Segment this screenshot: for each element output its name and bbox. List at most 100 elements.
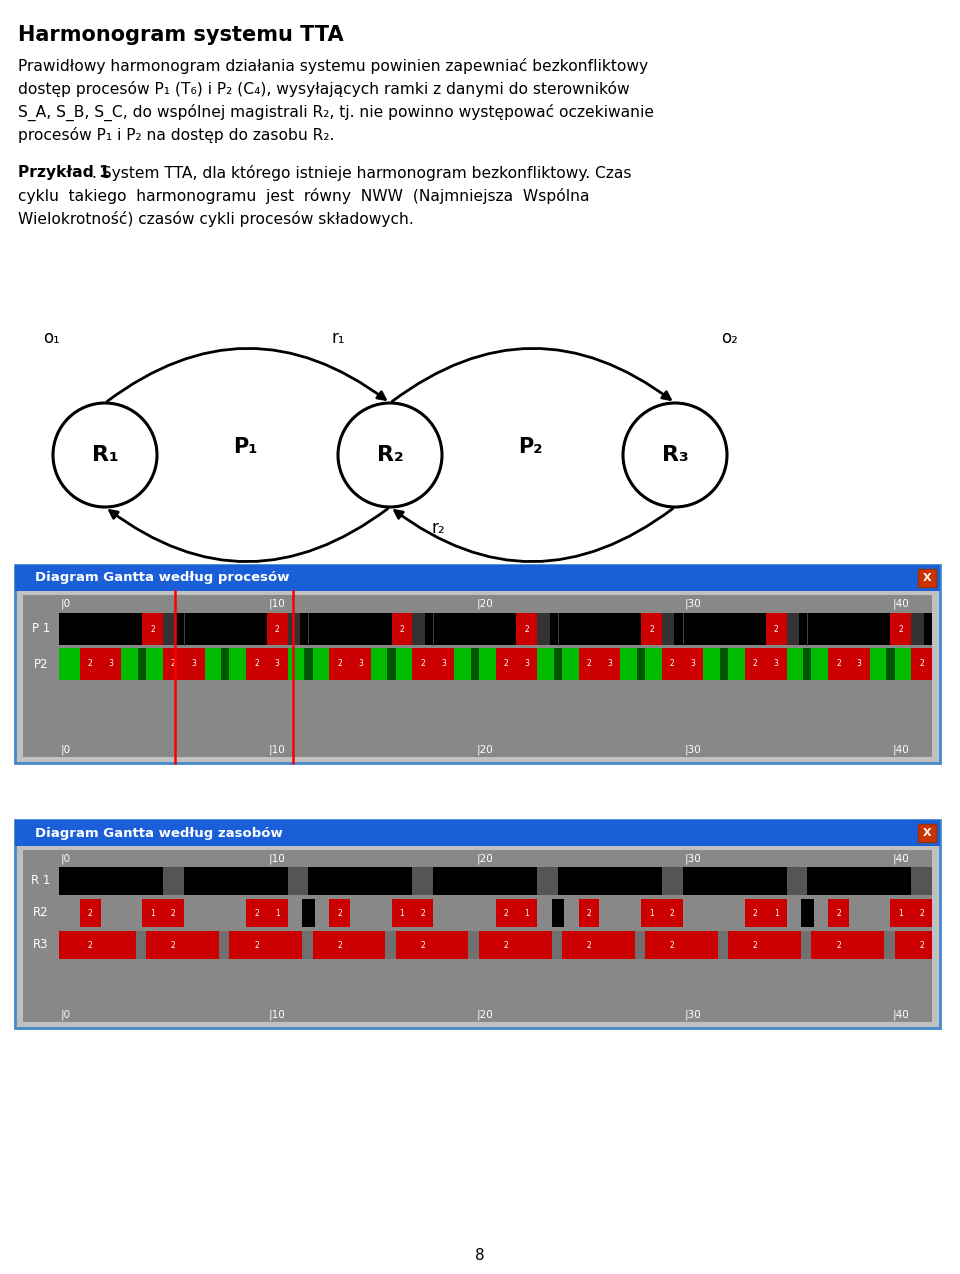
FancyBboxPatch shape bbox=[720, 648, 729, 680]
FancyBboxPatch shape bbox=[59, 648, 932, 680]
Text: |10: |10 bbox=[269, 1010, 286, 1020]
Text: X: X bbox=[923, 573, 931, 583]
Text: r₁: r₁ bbox=[331, 329, 345, 347]
FancyBboxPatch shape bbox=[221, 648, 229, 680]
FancyBboxPatch shape bbox=[15, 564, 940, 763]
FancyBboxPatch shape bbox=[413, 868, 433, 896]
Text: 2: 2 bbox=[254, 940, 259, 949]
FancyBboxPatch shape bbox=[911, 613, 924, 645]
Text: 1: 1 bbox=[399, 908, 404, 917]
FancyBboxPatch shape bbox=[288, 613, 300, 645]
Text: |30: |30 bbox=[684, 599, 702, 609]
FancyBboxPatch shape bbox=[911, 899, 932, 927]
FancyBboxPatch shape bbox=[388, 648, 396, 680]
Text: 3: 3 bbox=[441, 660, 446, 669]
Text: 3: 3 bbox=[275, 660, 279, 669]
FancyBboxPatch shape bbox=[918, 824, 936, 842]
Text: Diagram Gantta według procesów: Diagram Gantta według procesów bbox=[35, 572, 290, 585]
FancyBboxPatch shape bbox=[59, 931, 932, 959]
FancyBboxPatch shape bbox=[59, 613, 932, 645]
FancyBboxPatch shape bbox=[599, 648, 620, 680]
Text: 3: 3 bbox=[608, 660, 612, 669]
FancyBboxPatch shape bbox=[579, 648, 599, 680]
FancyBboxPatch shape bbox=[15, 820, 940, 846]
Text: 1: 1 bbox=[524, 908, 529, 917]
FancyBboxPatch shape bbox=[884, 931, 895, 959]
Text: 2: 2 bbox=[920, 908, 924, 917]
Text: 2: 2 bbox=[503, 660, 508, 669]
Text: 2: 2 bbox=[275, 624, 279, 633]
Text: 2: 2 bbox=[920, 660, 924, 669]
FancyBboxPatch shape bbox=[635, 931, 645, 959]
FancyBboxPatch shape bbox=[828, 899, 849, 927]
FancyBboxPatch shape bbox=[537, 613, 549, 645]
FancyBboxPatch shape bbox=[163, 868, 183, 896]
FancyBboxPatch shape bbox=[246, 899, 267, 927]
FancyBboxPatch shape bbox=[468, 931, 479, 959]
FancyBboxPatch shape bbox=[136, 931, 146, 959]
Text: 2: 2 bbox=[171, 660, 176, 669]
FancyBboxPatch shape bbox=[552, 931, 562, 959]
FancyBboxPatch shape bbox=[886, 648, 895, 680]
FancyBboxPatch shape bbox=[911, 648, 932, 680]
Text: |30: |30 bbox=[684, 1010, 702, 1020]
Text: 2: 2 bbox=[150, 624, 155, 633]
FancyBboxPatch shape bbox=[138, 648, 146, 680]
FancyBboxPatch shape bbox=[219, 931, 229, 959]
Text: 2: 2 bbox=[171, 908, 176, 917]
Text: |40: |40 bbox=[893, 599, 909, 609]
FancyBboxPatch shape bbox=[267, 648, 288, 680]
Text: 3: 3 bbox=[192, 660, 197, 669]
Text: 2: 2 bbox=[670, 660, 675, 669]
Text: 1: 1 bbox=[649, 908, 654, 917]
Text: 3: 3 bbox=[774, 660, 779, 669]
FancyBboxPatch shape bbox=[15, 564, 940, 591]
FancyBboxPatch shape bbox=[745, 648, 766, 680]
FancyBboxPatch shape bbox=[801, 899, 813, 927]
Text: 2: 2 bbox=[254, 908, 259, 917]
FancyBboxPatch shape bbox=[766, 648, 786, 680]
FancyBboxPatch shape bbox=[495, 899, 516, 927]
FancyBboxPatch shape bbox=[554, 648, 562, 680]
FancyBboxPatch shape bbox=[163, 613, 176, 645]
FancyBboxPatch shape bbox=[766, 613, 786, 645]
Text: 2: 2 bbox=[753, 660, 757, 669]
Text: 2: 2 bbox=[899, 624, 903, 633]
Text: 3: 3 bbox=[358, 660, 363, 669]
Text: 2: 2 bbox=[337, 908, 342, 917]
Text: |30: |30 bbox=[684, 854, 702, 864]
Text: 2: 2 bbox=[524, 624, 529, 633]
Text: 3: 3 bbox=[108, 660, 113, 669]
Text: |20: |20 bbox=[477, 854, 493, 864]
FancyArrowPatch shape bbox=[108, 348, 385, 401]
FancyBboxPatch shape bbox=[641, 613, 661, 645]
Text: 2: 2 bbox=[87, 940, 92, 949]
FancyBboxPatch shape bbox=[537, 868, 558, 896]
FancyBboxPatch shape bbox=[661, 868, 683, 896]
Text: S_A, S_B, S_C, do wspólnej magistrali R₂, tj. nie powinno występować oczekiwanie: S_A, S_B, S_C, do wspólnej magistrali R₂… bbox=[18, 104, 654, 121]
Text: 3: 3 bbox=[524, 660, 529, 669]
FancyBboxPatch shape bbox=[516, 899, 537, 927]
FancyBboxPatch shape bbox=[329, 648, 350, 680]
Text: |10: |10 bbox=[269, 854, 286, 864]
Text: R₃: R₃ bbox=[661, 445, 688, 465]
FancyBboxPatch shape bbox=[718, 931, 729, 959]
Text: 1: 1 bbox=[150, 908, 155, 917]
Text: |20: |20 bbox=[477, 745, 493, 755]
Text: 2: 2 bbox=[587, 940, 591, 949]
Text: P₁: P₁ bbox=[233, 437, 257, 457]
Text: 2: 2 bbox=[920, 940, 924, 949]
FancyBboxPatch shape bbox=[786, 868, 807, 896]
FancyBboxPatch shape bbox=[142, 613, 163, 645]
FancyBboxPatch shape bbox=[745, 899, 766, 927]
FancyArrowPatch shape bbox=[109, 508, 388, 562]
Text: 8: 8 bbox=[475, 1247, 485, 1263]
FancyBboxPatch shape bbox=[433, 648, 454, 680]
Text: 2: 2 bbox=[587, 908, 591, 917]
Text: |20: |20 bbox=[477, 1010, 493, 1020]
Text: 1: 1 bbox=[774, 908, 779, 917]
Text: 2: 2 bbox=[420, 940, 425, 949]
Text: 1: 1 bbox=[899, 908, 903, 917]
FancyBboxPatch shape bbox=[516, 648, 537, 680]
Text: o₁: o₁ bbox=[43, 329, 60, 347]
